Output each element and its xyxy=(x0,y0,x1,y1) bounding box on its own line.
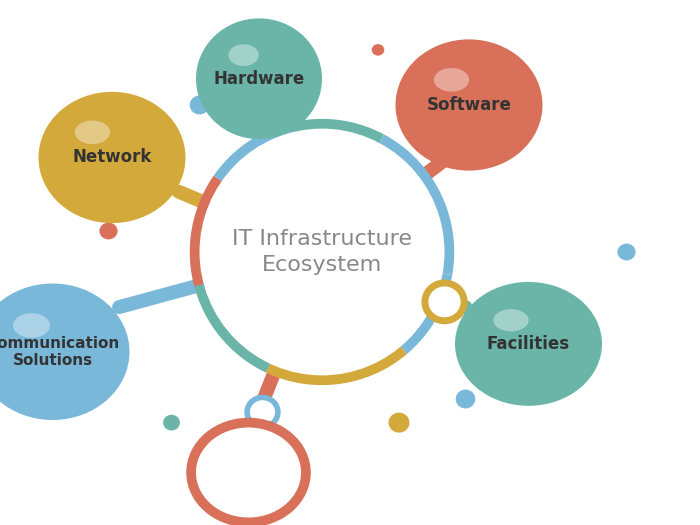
Ellipse shape xyxy=(38,92,186,223)
Ellipse shape xyxy=(228,44,259,66)
Ellipse shape xyxy=(415,202,432,218)
Ellipse shape xyxy=(13,313,50,338)
Ellipse shape xyxy=(395,39,542,171)
Ellipse shape xyxy=(199,129,444,375)
Text: Hardware: Hardware xyxy=(214,70,304,88)
Ellipse shape xyxy=(75,121,110,144)
Ellipse shape xyxy=(163,415,180,430)
Text: IT Infrastructure
Ecosystem: IT Infrastructure Ecosystem xyxy=(232,229,412,275)
Ellipse shape xyxy=(99,223,118,239)
Ellipse shape xyxy=(455,282,602,406)
Ellipse shape xyxy=(247,397,278,427)
Ellipse shape xyxy=(456,390,475,408)
Ellipse shape xyxy=(196,18,322,139)
Ellipse shape xyxy=(425,283,464,321)
Text: Network: Network xyxy=(72,149,152,166)
Ellipse shape xyxy=(389,413,410,433)
Ellipse shape xyxy=(190,96,209,114)
Text: Software: Software xyxy=(426,96,512,114)
Text: Facilities: Facilities xyxy=(487,335,570,353)
Ellipse shape xyxy=(191,423,306,522)
Text: Communication
Solutions: Communication Solutions xyxy=(0,335,119,368)
Ellipse shape xyxy=(617,244,636,260)
Ellipse shape xyxy=(0,284,130,420)
Ellipse shape xyxy=(434,68,469,91)
Ellipse shape xyxy=(372,44,384,56)
Ellipse shape xyxy=(494,309,528,331)
